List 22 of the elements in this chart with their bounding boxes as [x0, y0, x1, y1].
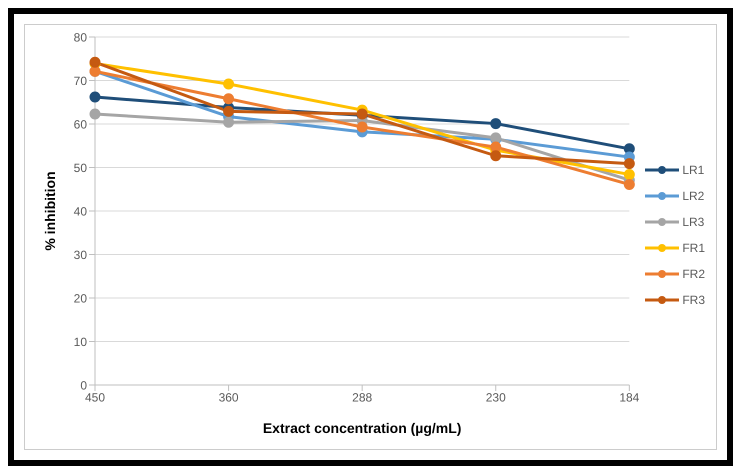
x-tick-label: 360	[218, 390, 239, 405]
y-tick-label: 50	[74, 160, 88, 175]
y-tick-label: 60	[74, 117, 88, 132]
y-tick-label: 20	[74, 291, 88, 306]
legend-label: LR1	[682, 163, 704, 177]
legend-label: FR3	[682, 293, 705, 307]
x-tick-label: 450	[84, 390, 106, 405]
y-tick-label: 0	[80, 378, 88, 392]
y-tick-label: 80	[74, 30, 88, 44]
y-tick-label: 70	[74, 74, 88, 88]
y-tick-label: 40	[74, 204, 88, 218]
y-axis-title: % inhibition	[42, 171, 58, 251]
legend-label: FR2	[682, 267, 705, 281]
x-tick-label: 184	[619, 390, 640, 405]
x-tick-label: 288	[352, 390, 372, 405]
y-tick-label: 30	[74, 248, 88, 262]
y-tick-label: 10	[74, 334, 88, 349]
legend-label: LR3	[682, 215, 704, 229]
x-tick-label: 230	[486, 390, 506, 405]
legend-label: FR1	[682, 241, 705, 255]
x-axis-title: Extract concentration (µg/mL)	[262, 420, 462, 436]
legend-label: LR2	[682, 189, 704, 203]
